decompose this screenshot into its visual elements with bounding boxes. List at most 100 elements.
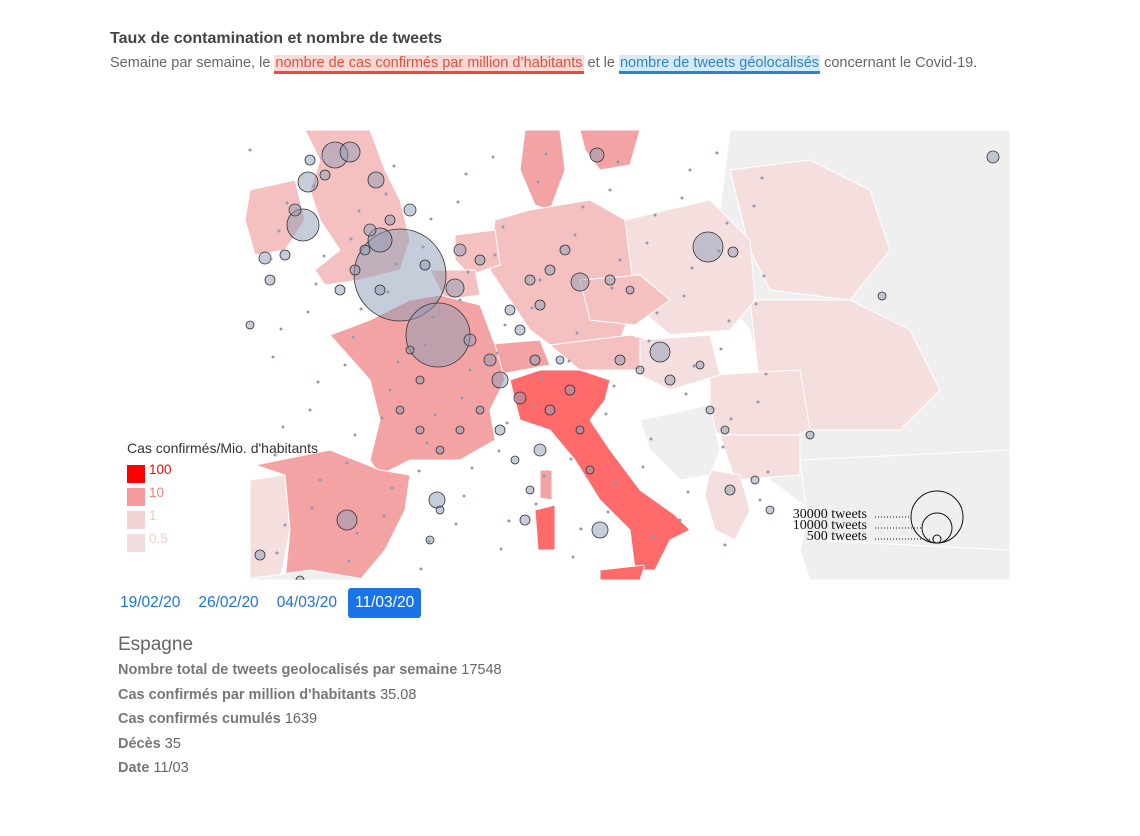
- tweet-bubble[interactable]: [524, 274, 536, 286]
- country-italy[interactable]: [509, 369, 691, 571]
- tweet-bubble[interactable]: [525, 485, 535, 495]
- island-corsica[interactable]: [539, 469, 553, 501]
- tweet-bubble[interactable]: [589, 147, 605, 163]
- tweet-bubble[interactable]: [415, 375, 425, 385]
- map-svg[interactable]: 30000 tweets 10000 tweets 500 tweets: [110, 130, 1010, 580]
- tweet-bubble[interactable]: [295, 575, 305, 580]
- tweet-bubble[interactable]: [453, 243, 467, 257]
- island-sicily[interactable]: [599, 564, 646, 580]
- country-netherlands[interactable]: [454, 229, 501, 276]
- tweet-bubble[interactable]: [288, 203, 302, 217]
- tweet-bubble[interactable]: [336, 509, 358, 531]
- tweet-bubble[interactable]: [877, 291, 887, 301]
- tweet-bubble[interactable]: [555, 355, 565, 365]
- tweet-bubble[interactable]: [591, 521, 609, 539]
- date-button-19-02[interactable]: 19/02/20: [120, 594, 181, 611]
- tweet-bubble[interactable]: [664, 374, 676, 386]
- country-greece[interactable]: [704, 469, 751, 541]
- tweet-bubble[interactable]: [319, 169, 331, 181]
- island-sardinia[interactable]: [534, 504, 556, 551]
- tweet-bubble[interactable]: [534, 299, 546, 311]
- tweet-bubble[interactable]: [625, 285, 635, 295]
- tweet-bubble[interactable]: [805, 430, 815, 440]
- tweet-bubble[interactable]: [494, 424, 506, 436]
- tweet-bubble[interactable]: [304, 154, 316, 166]
- tweet-bubble[interactable]: [475, 405, 485, 415]
- tweet-bubble[interactable]: [750, 475, 760, 485]
- tweet-bubble[interactable]: [254, 549, 266, 561]
- tweet-bubble[interactable]: [395, 405, 405, 415]
- tweet-dot: [425, 441, 429, 445]
- tweet-bubble[interactable]: [724, 484, 736, 496]
- tweet-bubble[interactable]: [384, 214, 396, 226]
- date-button-11-03[interactable]: 11/03/20: [348, 588, 422, 618]
- tweet-bubble[interactable]: [463, 333, 477, 347]
- tweet-bubble[interactable]: [403, 203, 417, 217]
- tweet-bubble[interactable]: [570, 272, 590, 292]
- tweet-bubble[interactable]: [635, 365, 645, 375]
- tweet-bubble[interactable]: [334, 284, 346, 296]
- date-button-26-02[interactable]: 26/02/20: [198, 594, 259, 611]
- country-czechia[interactable]: [579, 274, 671, 326]
- tweet-bubble[interactable]: [720, 425, 730, 435]
- tweet-bubble[interactable]: [544, 264, 556, 276]
- tweet-bubble[interactable]: [359, 244, 371, 256]
- tweet-bubble[interactable]: [519, 514, 531, 526]
- tweet-bubble[interactable]: [258, 251, 272, 265]
- tweet-bubble[interactable]: [533, 443, 547, 457]
- tweet-bubble[interactable]: [614, 354, 626, 366]
- size-legend-label-30000: 30000 tweets: [793, 507, 867, 522]
- tweet-bubble[interactable]: [695, 360, 705, 370]
- tweet-bubble[interactable]: [405, 302, 471, 368]
- tweet-bubble[interactable]: [419, 259, 431, 271]
- tweet-bubble[interactable]: [474, 254, 486, 266]
- date-button-04-03[interactable]: 04/03/20: [276, 594, 338, 611]
- country-bulgaria[interactable]: [719, 434, 801, 481]
- tweet-bubble[interactable]: [286, 208, 320, 242]
- country-morocco[interactable]: [239, 569, 371, 580]
- tweet-bubble[interactable]: [544, 404, 556, 416]
- tweet-bubble[interactable]: [349, 264, 361, 276]
- tweet-bubble[interactable]: [428, 491, 446, 509]
- tweet-bubble[interactable]: [435, 505, 445, 515]
- tweet-bubble[interactable]: [727, 246, 739, 258]
- tweet-bubble[interactable]: [513, 391, 527, 405]
- tweet-bubble[interactable]: [297, 171, 319, 193]
- tweet-dot: [680, 196, 684, 200]
- europe-map[interactable]: 30000 tweets 10000 tweets 500 tweets: [110, 130, 1010, 580]
- tweet-bubble[interactable]: [483, 353, 497, 367]
- tweet-dot: [723, 543, 727, 547]
- tweet-bubble[interactable]: [504, 304, 516, 316]
- tweet-bubble[interactable]: [415, 425, 425, 435]
- tweet-bubble[interactable]: [339, 141, 361, 163]
- tweet-dot: [538, 278, 542, 282]
- tweet-bubble[interactable]: [245, 320, 255, 330]
- tweet-bubble[interactable]: [529, 354, 541, 366]
- country-belarus[interactable]: [729, 159, 891, 301]
- country-turkey[interactable]: [799, 449, 1010, 551]
- tweet-bubble[interactable]: [765, 505, 775, 515]
- tweet-bubble[interactable]: [374, 284, 386, 296]
- tweet-bubble[interactable]: [445, 278, 465, 298]
- tweet-bubble[interactable]: [363, 223, 377, 237]
- tweet-bubble[interactable]: [649, 341, 671, 363]
- tweet-bubble[interactable]: [279, 249, 291, 261]
- tweet-bubble[interactable]: [692, 231, 724, 263]
- tweet-bubble[interactable]: [455, 425, 465, 435]
- tweet-bubble[interactable]: [705, 405, 715, 415]
- tweet-bubble[interactable]: [491, 371, 509, 389]
- tweet-bubble[interactable]: [559, 244, 571, 256]
- tweet-bubble[interactable]: [405, 345, 415, 355]
- tweet-bubble[interactable]: [367, 171, 385, 189]
- country-balkans[interactable]: [639, 404, 721, 481]
- country-spain[interactable]: [253, 449, 411, 580]
- tweet-bubble[interactable]: [514, 324, 526, 336]
- tweet-bubble[interactable]: [264, 274, 276, 286]
- tweet-bubble[interactable]: [585, 465, 595, 475]
- tweet-bubble[interactable]: [986, 150, 1000, 164]
- tweet-bubble[interactable]: [604, 274, 616, 286]
- tweet-dot: [573, 233, 577, 237]
- tweet-bubble[interactable]: [510, 455, 520, 465]
- tweet-bubble[interactable]: [564, 384, 576, 396]
- tweet-bubble[interactable]: [435, 445, 445, 455]
